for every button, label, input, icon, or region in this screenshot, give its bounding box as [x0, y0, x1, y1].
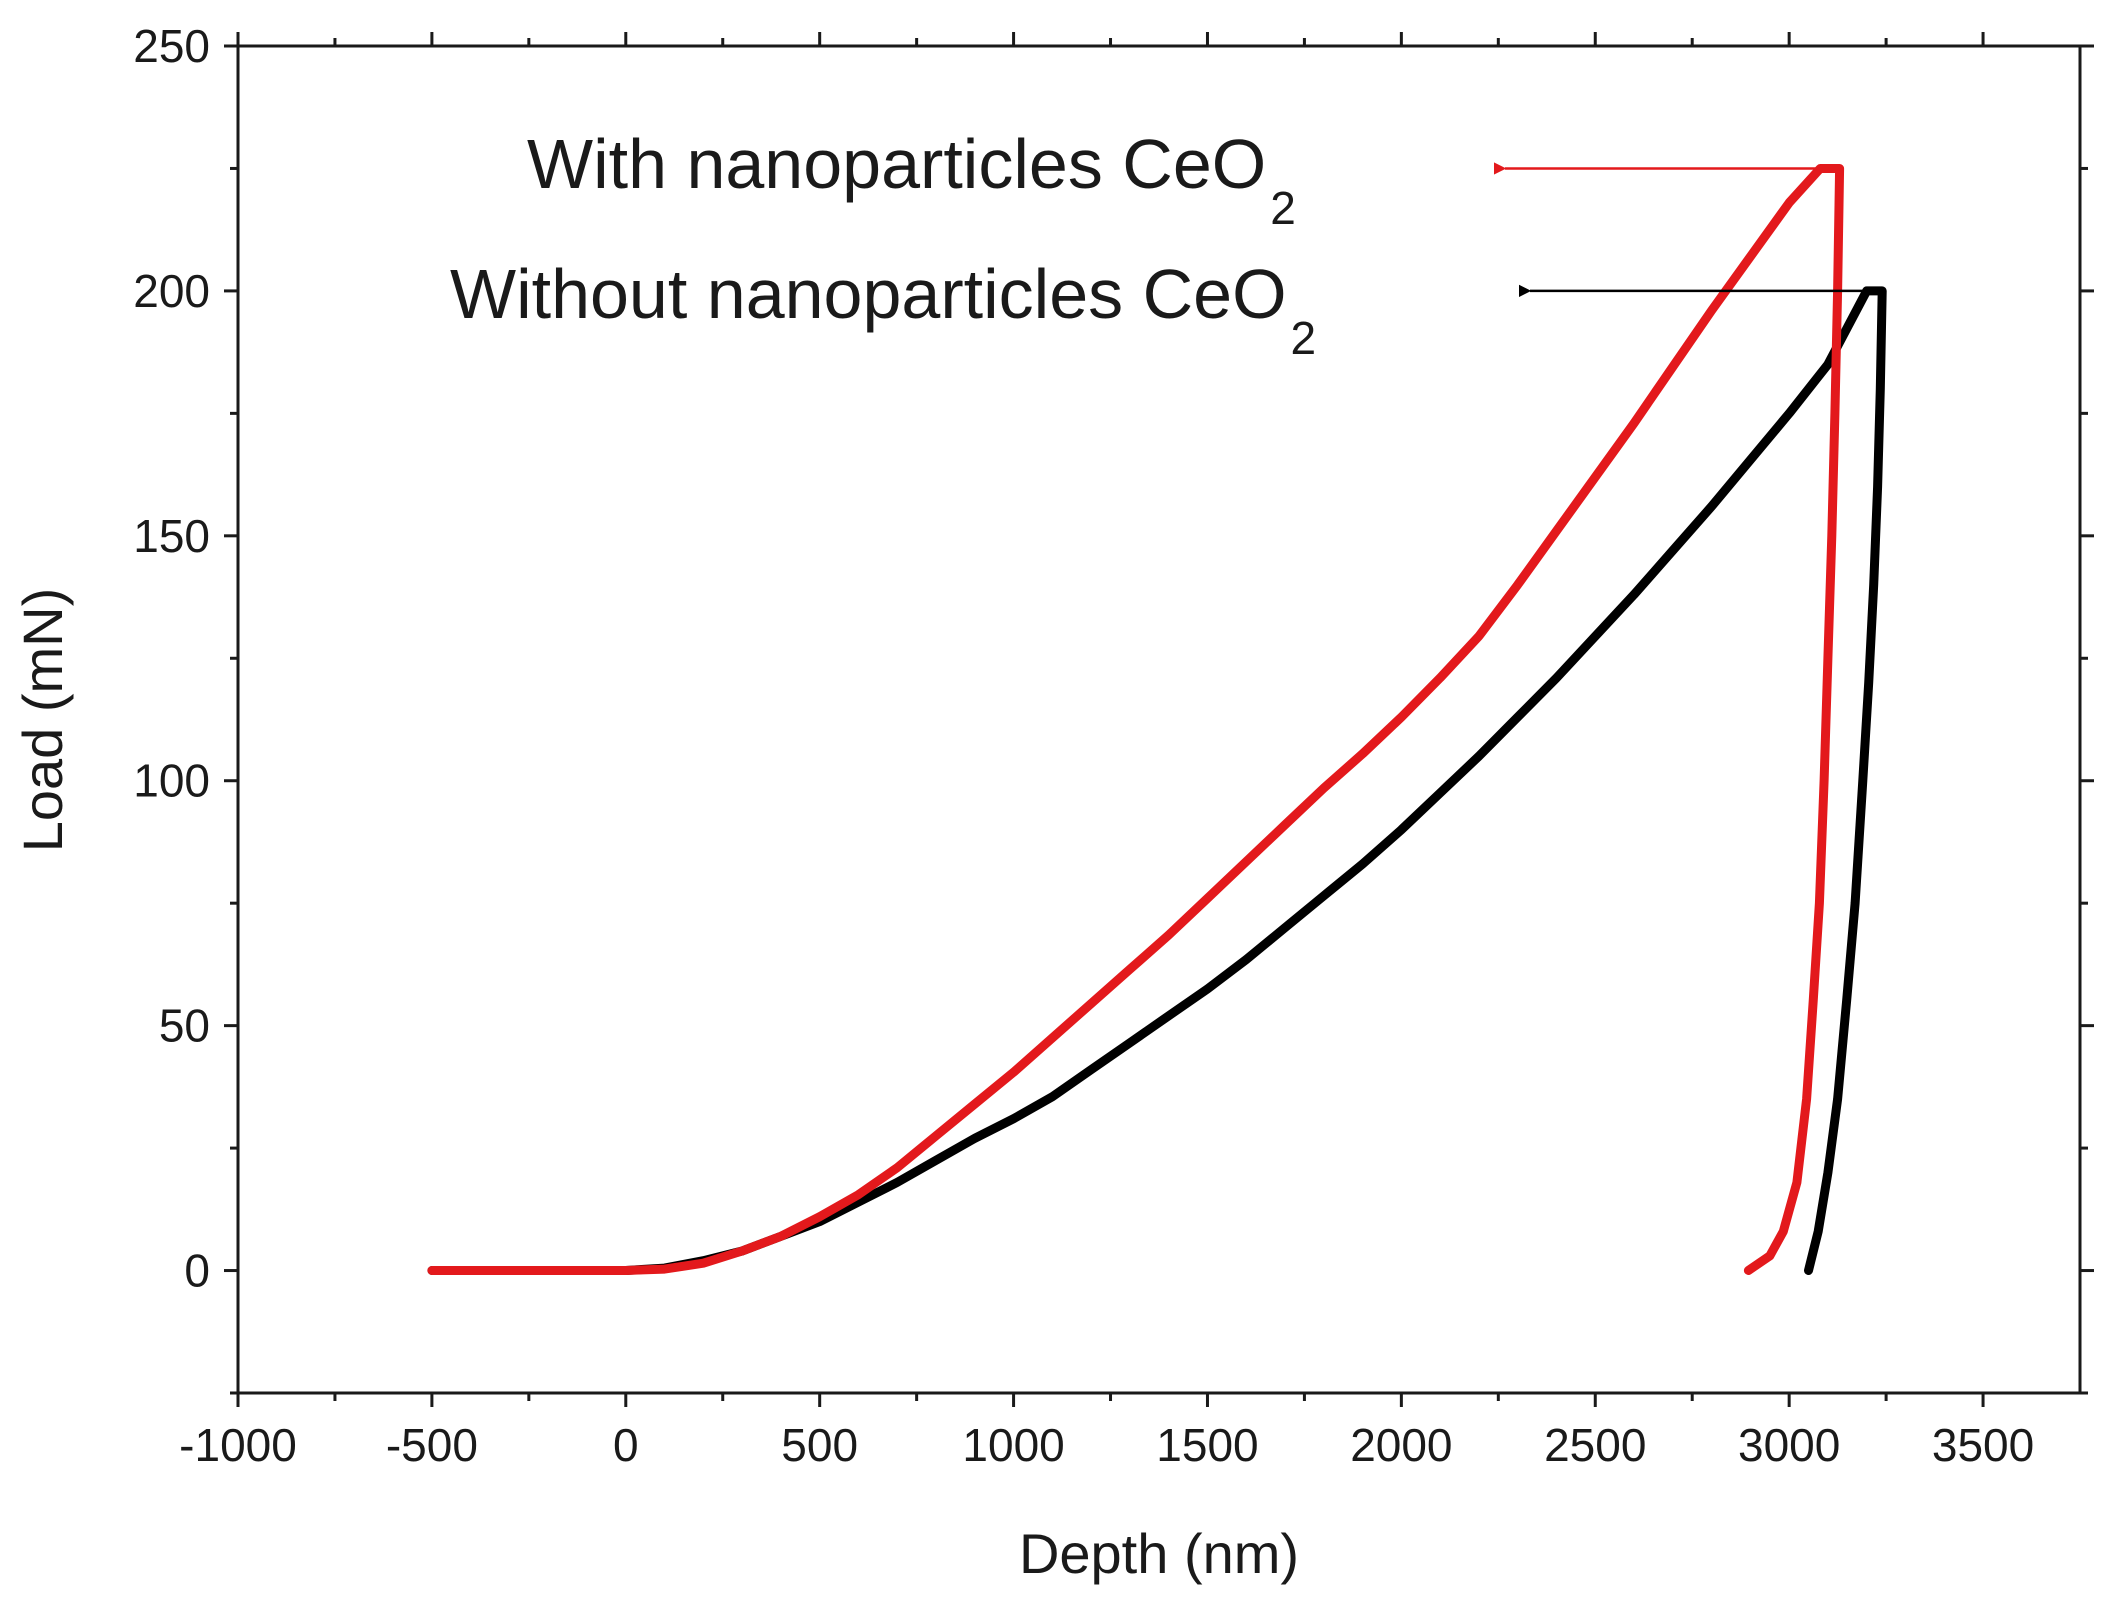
- x-tick-label: -500: [386, 1419, 478, 1471]
- curve-annotations: Without nanoparticles CeO2 With nanoparti…: [450, 125, 1867, 364]
- y-tick-label: 100: [133, 755, 210, 807]
- y-tick-label: 0: [184, 1245, 210, 1297]
- x-tick-label: 1000: [962, 1419, 1064, 1471]
- series-line-with-ceo2: [427, 164, 1845, 1275]
- x-tick-label: 0: [613, 1419, 639, 1471]
- y-tick-label: 50: [159, 1000, 210, 1052]
- x-tick-label: -1000: [179, 1419, 297, 1471]
- y-tick-label: 200: [133, 265, 210, 317]
- y-tick-label: 250: [133, 20, 210, 72]
- x-tick-label: 2500: [1544, 1419, 1646, 1471]
- y-axis-title: Load (mN): [11, 588, 74, 853]
- y-tick-label: 150: [133, 510, 210, 562]
- plot-frame: [236, 44, 2082, 1395]
- annotation-without-ceo2: Without nanoparticles CeO2: [450, 255, 1316, 364]
- series-line-without-ceo2: [427, 286, 1887, 1275]
- annotation-with-ceo2: With nanoparticles CeO2: [527, 125, 1296, 234]
- data-curves: [427, 164, 1887, 1275]
- x-tick-label: 500: [781, 1419, 858, 1471]
- axis-ticks: -1000 -500 0 500 1000 1500 2000 2500 3000 3500 0 50…: [133, 20, 2094, 1471]
- x-tick-label: 2000: [1350, 1419, 1452, 1471]
- x-tick-label: 3000: [1738, 1419, 1840, 1471]
- x-tick-label: 1500: [1156, 1419, 1258, 1471]
- x-tick-label: 3500: [1932, 1419, 2034, 1471]
- x-axis-title: Depth (nm): [1019, 1522, 1299, 1585]
